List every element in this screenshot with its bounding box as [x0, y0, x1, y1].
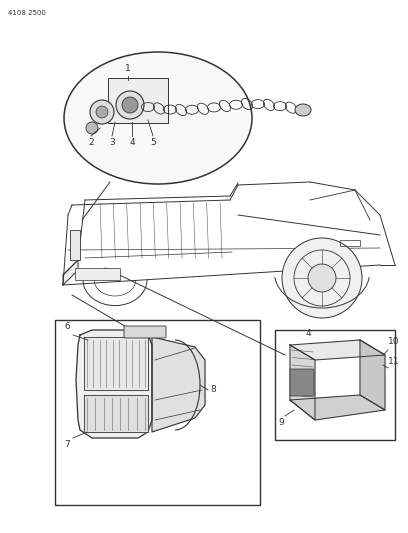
Polygon shape: [290, 345, 315, 420]
Text: 4108 2500: 4108 2500: [8, 10, 46, 16]
Text: 1: 1: [125, 64, 131, 73]
Text: 8: 8: [210, 385, 216, 394]
Text: 11: 11: [388, 358, 399, 367]
Ellipse shape: [64, 52, 252, 184]
Polygon shape: [152, 337, 205, 432]
Bar: [55, 320, 260, 505]
Bar: [70, 230, 80, 260]
Text: 5: 5: [150, 138, 156, 147]
Polygon shape: [63, 260, 78, 285]
Text: 10: 10: [388, 337, 399, 346]
Circle shape: [96, 106, 108, 118]
Text: 6: 6: [64, 322, 70, 331]
FancyBboxPatch shape: [124, 326, 166, 338]
Circle shape: [90, 100, 114, 124]
Polygon shape: [290, 340, 385, 360]
Bar: [108, 78, 168, 123]
Polygon shape: [290, 395, 385, 420]
Polygon shape: [84, 337, 148, 390]
Circle shape: [282, 238, 362, 318]
Text: 4: 4: [305, 329, 311, 338]
Ellipse shape: [295, 104, 311, 116]
Text: 7: 7: [64, 440, 70, 449]
Polygon shape: [76, 330, 152, 438]
Text: 4: 4: [129, 138, 135, 147]
Text: 2: 2: [88, 138, 94, 147]
Bar: [275, 330, 395, 440]
Text: 3: 3: [109, 138, 115, 147]
Circle shape: [122, 97, 138, 113]
Bar: [75, 268, 120, 280]
Circle shape: [308, 264, 336, 292]
Polygon shape: [84, 395, 148, 432]
Bar: [340, 240, 360, 246]
Circle shape: [86, 122, 98, 134]
Polygon shape: [360, 340, 385, 410]
Text: 9: 9: [278, 418, 284, 427]
Circle shape: [116, 91, 144, 119]
FancyBboxPatch shape: [290, 369, 314, 396]
